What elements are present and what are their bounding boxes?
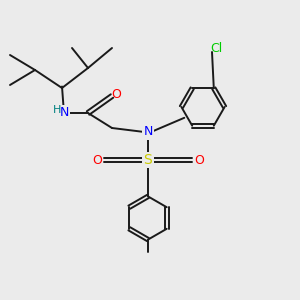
Text: S: S — [144, 153, 152, 167]
Text: H: H — [52, 105, 61, 115]
Text: O: O — [111, 88, 121, 101]
Text: N: N — [59, 106, 69, 119]
Text: N: N — [143, 125, 153, 139]
Text: O: O — [92, 154, 102, 166]
Text: O: O — [194, 154, 204, 166]
Text: Cl: Cl — [210, 43, 222, 56]
